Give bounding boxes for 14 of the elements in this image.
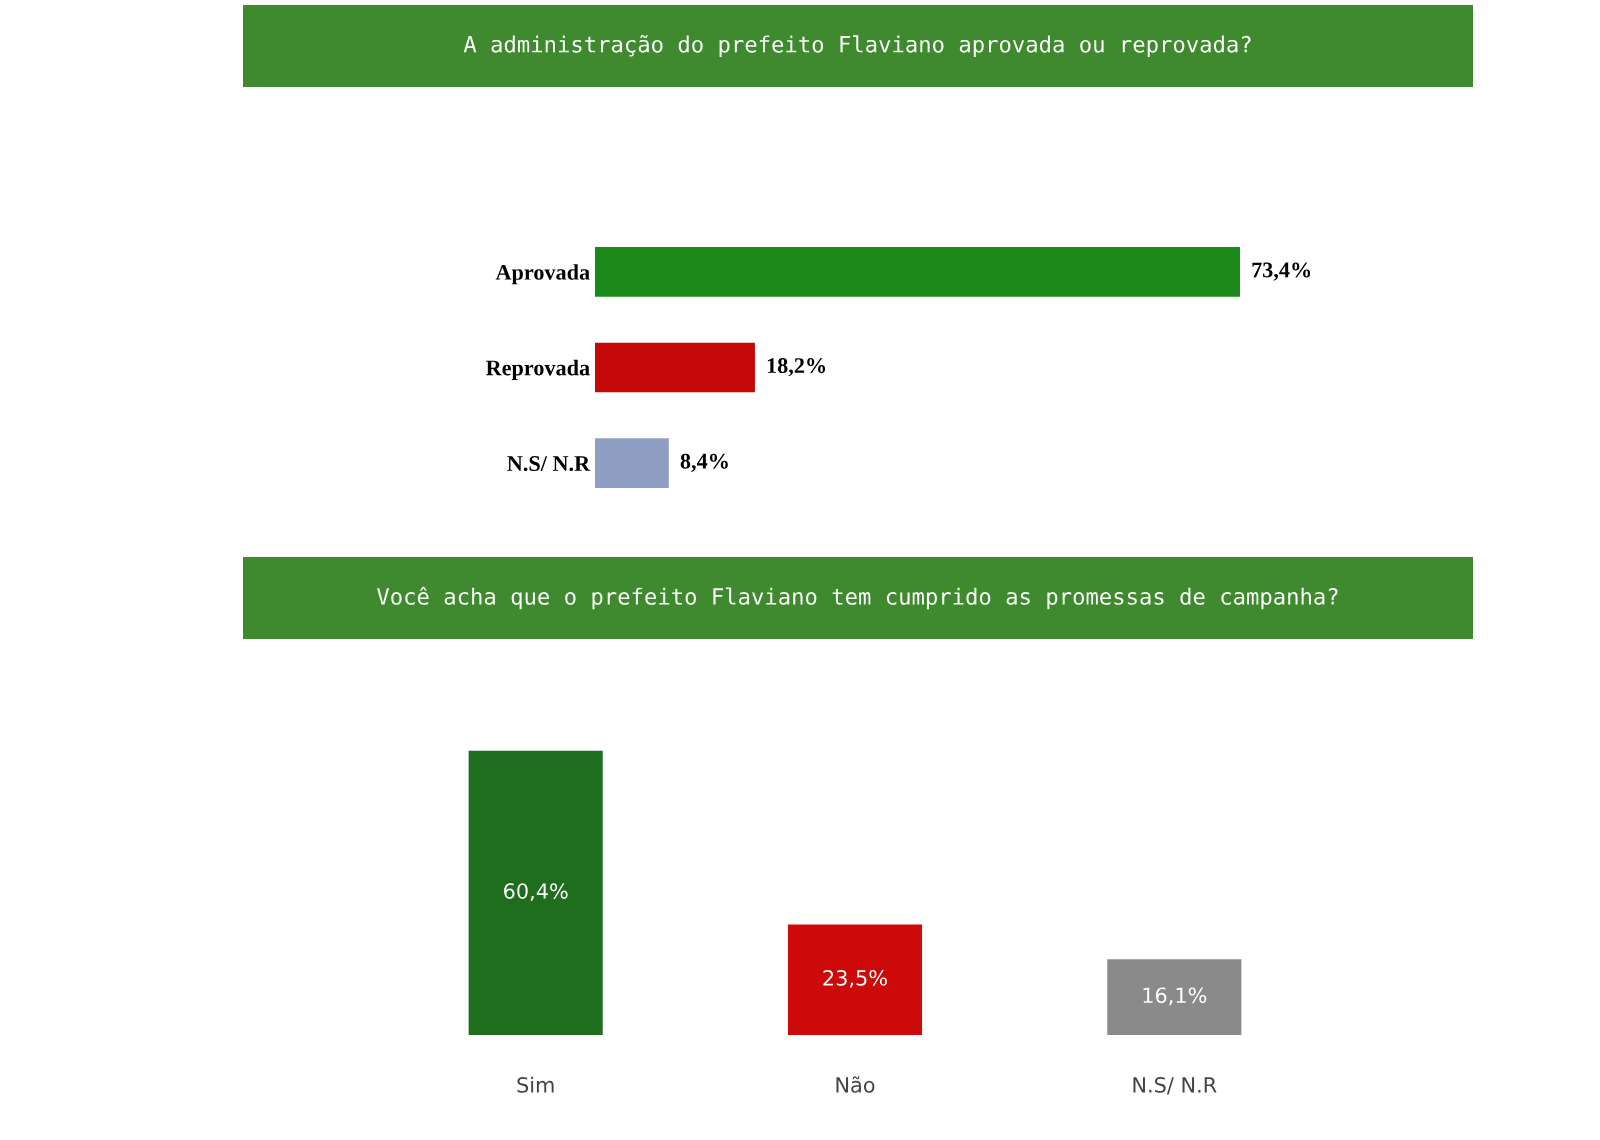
data-label: 73,4%: [1252, 262, 1311, 281]
data-label: 60,4%: [504, 883, 568, 902]
x-tick-label: N.S/ N.R: [1133, 1077, 1217, 1095]
chart-title: A administração do prefeito Flaviano aprovada ou reprovada?: [463, 35, 1251, 57]
data-label: 23,5%: [823, 969, 887, 988]
y-tick-label: Reprovada: [485, 359, 590, 380]
y-tick-label: Aprovada: [495, 264, 590, 285]
chart-title: Você acha que o prefeito Flaviano tem cumprido as promessas de campanha?: [376, 586, 1338, 610]
data-label: 18,2%: [767, 358, 826, 377]
x-tick-label: Não: [836, 1076, 875, 1093]
x-tick-label: Sim: [517, 1076, 554, 1093]
y-tick-label: N.S/ N.R: [507, 456, 591, 472]
data-label: 8,4%: [680, 453, 728, 472]
data-label: 16,1%: [1143, 987, 1207, 1006]
